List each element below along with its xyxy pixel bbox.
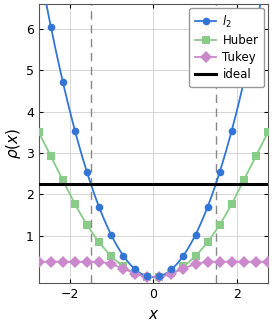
Tukey bbox=[85, 260, 89, 264]
$l_2$ bbox=[49, 25, 52, 29]
Huber bbox=[85, 223, 89, 227]
Tukey bbox=[194, 262, 197, 266]
$l_2$ bbox=[254, 25, 257, 29]
Huber bbox=[122, 264, 125, 268]
Huber bbox=[182, 264, 185, 268]
Huber bbox=[73, 202, 77, 206]
Huber bbox=[194, 254, 197, 258]
$l_2$ bbox=[230, 129, 233, 133]
Tukey bbox=[158, 275, 161, 279]
Huber bbox=[242, 178, 245, 182]
Huber bbox=[110, 254, 113, 258]
$l_2$ bbox=[97, 205, 101, 209]
Huber bbox=[206, 240, 209, 244]
Tukey bbox=[254, 260, 257, 264]
Line: $l_2$: $l_2$ bbox=[35, 0, 272, 280]
Huber bbox=[254, 155, 257, 158]
$l_2$ bbox=[110, 233, 113, 237]
$l_2$ bbox=[158, 274, 161, 278]
Huber bbox=[170, 271, 173, 275]
Tukey bbox=[37, 260, 41, 264]
$l_2$ bbox=[73, 129, 77, 133]
Huber bbox=[49, 155, 52, 158]
Huber bbox=[97, 240, 101, 244]
$l_2$ bbox=[182, 254, 185, 258]
$l_2$ bbox=[170, 267, 173, 271]
Tukey bbox=[206, 260, 209, 264]
Tukey bbox=[49, 260, 52, 264]
Y-axis label: $\rho(x)$: $\rho(x)$ bbox=[4, 128, 23, 159]
$l_2$ bbox=[146, 274, 149, 278]
Huber bbox=[230, 202, 233, 206]
$l_2$ bbox=[218, 170, 221, 174]
Huber bbox=[61, 178, 64, 182]
Tukey bbox=[170, 272, 173, 275]
$l_2$ bbox=[85, 170, 89, 174]
$l_2$ bbox=[134, 267, 137, 271]
Tukey bbox=[242, 260, 245, 264]
Tukey bbox=[218, 260, 221, 264]
Line: Huber: Huber bbox=[35, 128, 272, 281]
Tukey bbox=[73, 260, 77, 264]
Huber bbox=[134, 271, 137, 275]
Huber bbox=[266, 130, 270, 134]
Huber bbox=[37, 130, 41, 134]
Tukey bbox=[134, 272, 137, 275]
Tukey bbox=[97, 260, 101, 264]
Line: Tukey: Tukey bbox=[35, 258, 272, 281]
Tukey bbox=[122, 267, 125, 271]
Huber bbox=[218, 223, 221, 227]
Tukey bbox=[266, 260, 270, 264]
Legend: $l_2$, Huber, Tukey, ideal: $l_2$, Huber, Tukey, ideal bbox=[189, 8, 264, 87]
Tukey bbox=[230, 260, 233, 264]
Tukey bbox=[146, 275, 149, 279]
$l_2$ bbox=[206, 205, 209, 209]
Tukey bbox=[110, 262, 113, 266]
$l_2$ bbox=[194, 233, 197, 237]
Tukey bbox=[182, 267, 185, 271]
Huber bbox=[146, 275, 149, 279]
Tukey bbox=[61, 260, 64, 264]
$l_2$ bbox=[122, 254, 125, 258]
Huber bbox=[158, 275, 161, 279]
$l_2$ bbox=[242, 80, 245, 84]
X-axis label: $x$: $x$ bbox=[147, 307, 159, 322]
$l_2$ bbox=[61, 80, 64, 84]
